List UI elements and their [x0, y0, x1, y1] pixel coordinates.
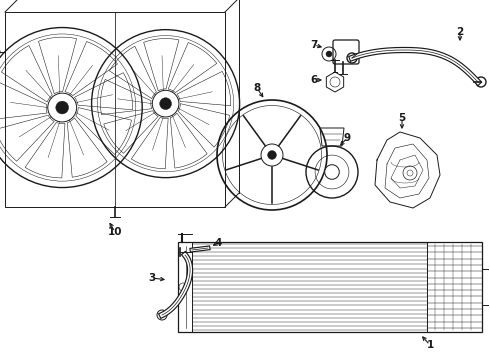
Text: 7: 7: [310, 40, 318, 50]
Text: 8: 8: [253, 83, 261, 93]
Text: 2: 2: [456, 27, 464, 37]
Text: 3: 3: [148, 273, 156, 283]
Circle shape: [56, 101, 69, 114]
Text: 9: 9: [343, 133, 350, 143]
Text: 10: 10: [108, 227, 122, 237]
Circle shape: [160, 98, 172, 109]
Bar: [5, 12, 225, 207]
Bar: [178, 242, 482, 332]
Circle shape: [326, 51, 332, 57]
Text: 1: 1: [426, 340, 434, 350]
Circle shape: [268, 150, 276, 159]
Text: 4: 4: [214, 238, 221, 248]
Text: 5: 5: [398, 113, 406, 123]
Text: 6: 6: [310, 75, 318, 85]
Circle shape: [325, 165, 339, 179]
